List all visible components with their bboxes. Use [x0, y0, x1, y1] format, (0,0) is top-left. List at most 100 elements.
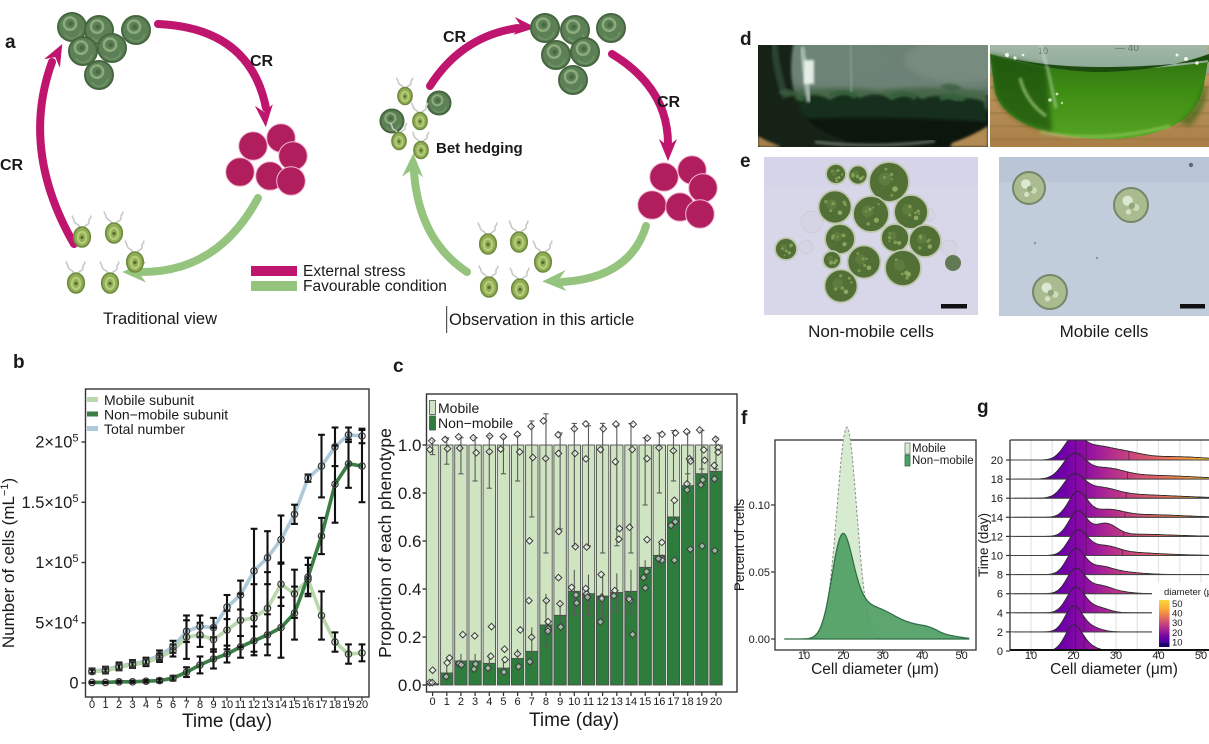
svg-text:Non−mobile subunit: Non−mobile subunit — [104, 407, 228, 423]
svg-text:16: 16 — [991, 493, 1003, 505]
svg-text:17: 17 — [315, 699, 327, 711]
svg-text:Total number: Total number — [104, 421, 185, 437]
svg-text:3: 3 — [129, 699, 135, 711]
svg-text:12: 12 — [597, 696, 609, 708]
svg-text:Time (day): Time (day) — [976, 513, 991, 577]
svg-text:e: e — [740, 151, 751, 172]
svg-text:CR: CR — [657, 94, 681, 111]
svg-text:5: 5 — [156, 699, 162, 711]
svg-text:External stress: External stress — [303, 263, 406, 280]
svg-text:17: 17 — [667, 696, 679, 708]
svg-text:Cell diameter (μm): Cell diameter (μm) — [811, 661, 939, 678]
svg-text:Proportion of each phenotype: Proportion of each phenotype — [375, 428, 395, 658]
svg-text:5: 5 — [500, 696, 506, 708]
svg-text:0.10: 0.10 — [749, 500, 770, 512]
svg-text:c: c — [393, 356, 404, 377]
svg-text:10: 10 — [568, 696, 580, 708]
svg-text:1.0: 1.0 — [398, 436, 422, 455]
svg-text:b: b — [13, 352, 25, 373]
svg-text:6: 6 — [997, 589, 1003, 601]
svg-text:15: 15 — [639, 696, 651, 708]
svg-text:10: 10 — [221, 699, 233, 711]
svg-text:4: 4 — [486, 696, 492, 708]
svg-text:10: 10 — [1172, 637, 1183, 648]
svg-text:16: 16 — [302, 699, 314, 711]
svg-text:15: 15 — [288, 699, 300, 711]
svg-text:Favourable condition: Favourable condition — [303, 278, 447, 295]
svg-text:9: 9 — [557, 696, 563, 708]
svg-text:0.4: 0.4 — [398, 580, 422, 599]
svg-text:Time (day): Time (day) — [182, 711, 272, 732]
svg-text:3: 3 — [472, 696, 478, 708]
svg-text:40: 40 — [916, 650, 928, 662]
svg-text:10: 10 — [1025, 650, 1037, 662]
svg-text:g: g — [977, 397, 989, 418]
svg-text:14: 14 — [275, 699, 287, 711]
svg-text:8: 8 — [197, 699, 203, 711]
svg-text:19: 19 — [696, 696, 708, 708]
svg-text:12: 12 — [248, 699, 260, 711]
svg-text:1: 1 — [444, 696, 450, 708]
svg-text:13: 13 — [611, 696, 623, 708]
svg-text:5×104: 5×104 — [35, 613, 78, 632]
svg-text:Non-mobile cells: Non-mobile cells — [808, 322, 934, 341]
svg-text:f: f — [741, 408, 748, 429]
svg-text:9: 9 — [210, 699, 216, 711]
svg-text:CR: CR — [0, 157, 24, 174]
svg-text:4: 4 — [997, 608, 1003, 620]
svg-text:0.8: 0.8 — [398, 484, 422, 503]
svg-text:12: 12 — [991, 531, 1003, 543]
svg-text:Number of cells (mL−1): Number of cells (mL−1) — [0, 478, 18, 648]
svg-text:7: 7 — [183, 699, 189, 711]
svg-text:10: 10 — [991, 551, 1003, 563]
svg-text:30: 30 — [1110, 650, 1122, 662]
svg-text:2: 2 — [458, 696, 464, 708]
svg-text:11: 11 — [235, 699, 246, 711]
svg-text:20: 20 — [356, 699, 368, 711]
svg-text:20: 20 — [1172, 628, 1183, 639]
svg-text:18: 18 — [329, 699, 341, 711]
svg-text:Cell diameter (μm): Cell diameter (μm) — [1050, 661, 1178, 678]
svg-text:a: a — [5, 32, 16, 53]
svg-text:20: 20 — [837, 650, 849, 662]
svg-text:30: 30 — [1172, 618, 1183, 629]
svg-text:6: 6 — [170, 699, 176, 711]
svg-text:50: 50 — [1172, 599, 1183, 610]
svg-text:CR: CR — [250, 53, 274, 70]
svg-text:50: 50 — [1195, 650, 1207, 662]
svg-text:6: 6 — [515, 696, 521, 708]
svg-text:Time (day): Time (day) — [529, 710, 619, 731]
svg-text:d: d — [740, 29, 752, 50]
svg-text:1×105: 1×105 — [35, 553, 78, 572]
svg-text:1.5×105: 1.5×105 — [21, 493, 78, 512]
svg-text:Traditional view: Traditional view — [103, 310, 217, 328]
svg-text:0.00: 0.00 — [749, 634, 770, 646]
svg-text:CR: CR — [443, 29, 467, 46]
svg-text:18: 18 — [991, 474, 1003, 486]
svg-text:0.2: 0.2 — [398, 628, 422, 647]
svg-text:50: 50 — [955, 650, 967, 662]
svg-text:0: 0 — [430, 696, 436, 708]
svg-text:Mobile cells: Mobile cells — [1060, 322, 1149, 341]
svg-text:19: 19 — [342, 699, 354, 711]
svg-text:18: 18 — [682, 696, 694, 708]
svg-text:20: 20 — [710, 696, 722, 708]
svg-text:40: 40 — [1172, 609, 1183, 620]
svg-text:Non−mobile: Non−mobile — [912, 455, 974, 467]
svg-text:0.6: 0.6 — [398, 532, 422, 551]
svg-text:8: 8 — [543, 696, 549, 708]
svg-text:diameter (μ: diameter (μ — [1164, 587, 1209, 598]
svg-text:Bet hedging: Bet hedging — [436, 140, 523, 157]
svg-text:11: 11 — [583, 696, 594, 708]
svg-text:30: 30 — [877, 650, 889, 662]
svg-text:13: 13 — [261, 699, 273, 711]
svg-text:14: 14 — [625, 696, 637, 708]
svg-text:1: 1 — [102, 699, 108, 711]
svg-text:7: 7 — [529, 696, 535, 708]
svg-text:20: 20 — [1067, 650, 1079, 662]
svg-text:20: 20 — [991, 455, 1003, 467]
svg-text:0: 0 — [89, 699, 95, 711]
svg-text:16: 16 — [653, 696, 665, 708]
svg-text:Non−mobile: Non−mobile — [438, 415, 513, 431]
svg-text:0.0: 0.0 — [398, 676, 422, 695]
